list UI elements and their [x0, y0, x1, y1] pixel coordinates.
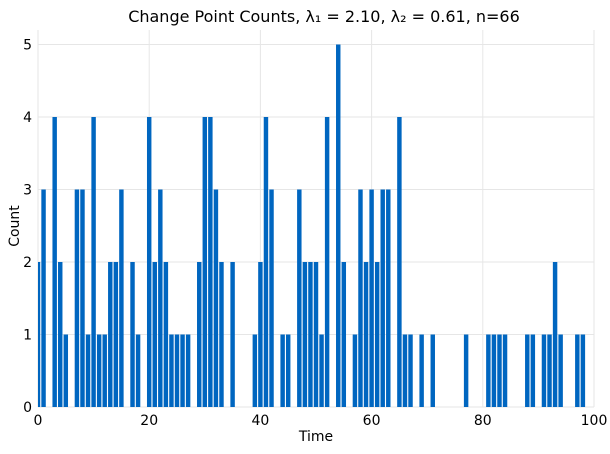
bar — [319, 334, 324, 407]
bar — [402, 334, 408, 407]
x-tick-label: 0 — [34, 413, 43, 429]
bar — [152, 262, 157, 407]
bar — [552, 262, 558, 407]
bar — [213, 189, 219, 407]
bar — [269, 189, 274, 407]
bar — [41, 189, 46, 407]
bar — [491, 334, 497, 407]
bar — [202, 117, 208, 407]
bar — [185, 334, 191, 407]
bar — [169, 334, 174, 407]
y-tick-label: 3 — [23, 183, 32, 199]
x-axis-label: Time — [298, 429, 333, 445]
bar — [96, 334, 102, 407]
y-tick-label: 1 — [23, 328, 32, 344]
bar — [80, 189, 85, 407]
bar — [497, 334, 502, 407]
bar — [91, 117, 96, 407]
bar — [58, 262, 63, 407]
chart-title: Change Point Counts, λ₁ = 2.10, λ₂ = 0.6… — [128, 7, 520, 26]
bar — [397, 117, 402, 407]
bar — [575, 334, 580, 407]
bar — [530, 334, 536, 407]
bar — [219, 262, 224, 407]
bar — [297, 189, 302, 407]
bar — [146, 117, 152, 407]
bar — [463, 334, 469, 407]
bar — [230, 262, 235, 407]
bar — [580, 334, 586, 407]
bar — [541, 334, 547, 407]
bar — [108, 262, 113, 407]
bar — [386, 189, 391, 407]
y-tick-label: 0 — [23, 400, 32, 416]
bar — [430, 334, 435, 407]
bar — [180, 334, 185, 407]
bar — [558, 334, 563, 407]
bar — [135, 334, 141, 407]
bar — [547, 334, 552, 407]
x-tick-label: 20 — [140, 413, 158, 429]
y-axis-ticks: 0 1 2 3 4 5 — [23, 38, 32, 417]
bar — [38, 262, 41, 407]
bar — [130, 262, 135, 407]
bar — [358, 189, 363, 407]
bar — [419, 334, 424, 407]
bar — [324, 117, 330, 407]
bar — [308, 262, 313, 407]
x-tick-label: 60 — [363, 413, 381, 429]
bar — [502, 334, 508, 407]
bar — [113, 262, 119, 407]
bar — [341, 262, 347, 407]
y-axis-label: Count — [7, 205, 23, 247]
bar — [74, 189, 80, 407]
y-tick-label: 4 — [23, 110, 32, 126]
bar — [313, 262, 319, 407]
x-axis-ticks: 0 20 40 60 80 100 — [34, 413, 608, 429]
bar — [380, 189, 385, 407]
bar — [163, 262, 169, 407]
bar — [119, 189, 124, 407]
bar — [302, 262, 308, 407]
bar — [197, 262, 202, 407]
bar — [158, 189, 163, 407]
bar — [52, 117, 57, 407]
y-tick-label: 5 — [23, 38, 32, 54]
bar — [102, 334, 107, 407]
x-tick-label: 100 — [581, 413, 608, 429]
bar — [258, 262, 263, 407]
x-tick-label: 40 — [251, 413, 269, 429]
bar — [285, 334, 291, 407]
x-tick-label: 80 — [474, 413, 492, 429]
bar — [208, 117, 213, 407]
bar — [174, 334, 180, 407]
bar — [280, 334, 285, 407]
bar — [352, 334, 358, 407]
bar — [252, 334, 258, 407]
bars — [38, 44, 586, 407]
y-tick-label: 2 — [23, 255, 32, 271]
bar — [363, 262, 369, 407]
bar — [525, 334, 530, 407]
bar — [336, 44, 341, 407]
bar — [486, 334, 491, 407]
bar — [63, 334, 69, 407]
bar — [263, 117, 269, 407]
bar — [85, 334, 91, 407]
bar — [369, 189, 374, 407]
bar — [408, 334, 413, 407]
bar — [374, 262, 380, 407]
